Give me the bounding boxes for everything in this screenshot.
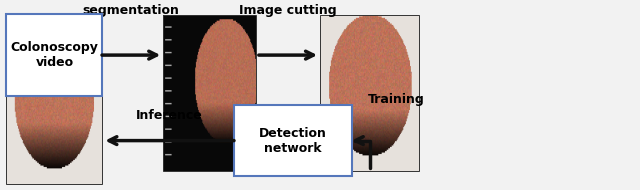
Text: Training: Training	[368, 93, 425, 106]
Text: Video
segmentation: Video segmentation	[83, 0, 180, 17]
Text: Detection
network: Detection network	[259, 127, 327, 155]
Text: Image cutting: Image cutting	[239, 4, 337, 17]
Text: Colonoscopy
video: Colonoscopy video	[10, 41, 99, 69]
Bar	[6, 28, 102, 184]
Text: Inference: Inference	[136, 109, 203, 122]
FancyBboxPatch shape	[6, 14, 102, 96]
FancyBboxPatch shape	[234, 105, 352, 176]
Bar	[320, 15, 419, 171]
Bar	[163, 15, 256, 171]
